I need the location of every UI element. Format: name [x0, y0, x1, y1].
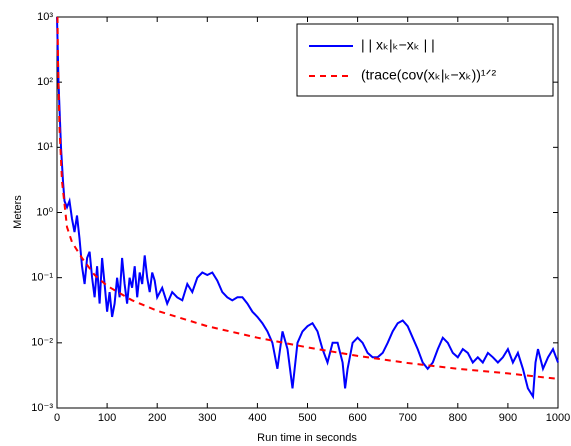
y-tick-label: 10⁻²: [31, 337, 53, 349]
x-tick-label: 200: [148, 412, 166, 424]
y-axis-label: Meters: [12, 195, 24, 229]
x-tick-label: 100: [98, 412, 116, 424]
x-tick-label: 300: [198, 412, 216, 424]
x-tick-label: 1000: [546, 412, 570, 424]
x-tick-label: 600: [348, 412, 366, 424]
x-tick-label: 800: [449, 412, 467, 424]
x-tick-label: 0: [54, 412, 60, 424]
x-tick-label: 500: [298, 412, 316, 424]
y-tick-label: 10³: [37, 11, 53, 23]
line: [56, 16, 559, 400]
y-tick-label: 10²: [37, 76, 53, 88]
x-tick-label: 900: [499, 412, 517, 424]
x-axis-label: Run time in seconds: [257, 432, 357, 444]
x-tick-label: 400: [248, 412, 266, 424]
legend-label: (trace(cov(xₖ|ₖ−xₖ))¹ᐟ²: [361, 67, 497, 83]
y-tick-label: 10¹: [37, 141, 53, 153]
y-tick-label: 10⁻¹: [31, 272, 53, 284]
legend-box: [296, 23, 554, 97]
x-tick-label: 700: [399, 412, 417, 424]
y-tick-label: 10⁰: [36, 206, 53, 218]
y-tick-label: 10⁻³: [31, 402, 53, 414]
legend-label: | | xₖ|ₖ−xₖ | |: [361, 37, 435, 53]
line: [56, 16, 559, 380]
